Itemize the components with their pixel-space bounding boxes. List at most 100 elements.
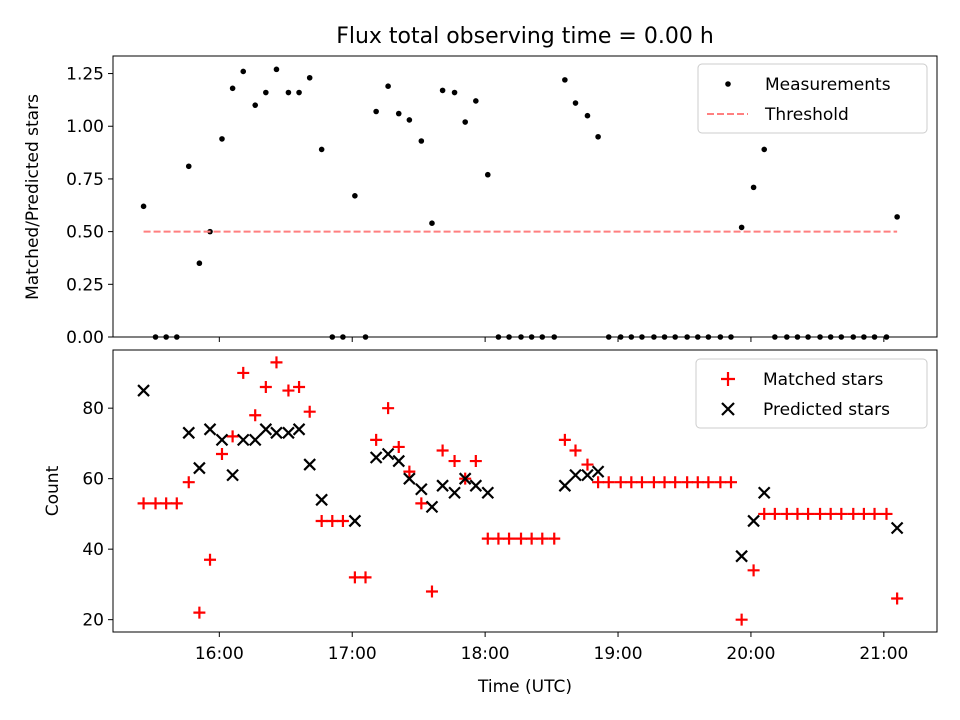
measurement-point (252, 102, 259, 108)
matched-point (415, 497, 428, 510)
matched-point (647, 476, 660, 489)
matched-point (614, 476, 627, 489)
measurement-point (738, 224, 745, 231)
measurement-point (584, 112, 591, 119)
predicted-point (303, 458, 316, 471)
matched-point (249, 409, 262, 422)
matched-point (193, 606, 206, 619)
matched-point (359, 571, 372, 584)
legend-matched-marker (721, 372, 735, 386)
matched-point (448, 455, 461, 468)
matched-point (847, 507, 860, 520)
matched-point (348, 571, 361, 584)
measurement-point (894, 214, 900, 220)
matched-point (336, 514, 349, 527)
matched-point (326, 514, 339, 527)
predicted-point (137, 384, 150, 397)
matched-point (282, 384, 295, 397)
measurement-point (429, 220, 435, 226)
measurement-point (462, 119, 468, 125)
bottom-legend: Matched stars Predicted stars (695, 358, 928, 429)
measurement-point (595, 133, 601, 140)
matched-point (725, 476, 737, 489)
measurement-point (406, 117, 413, 123)
predicted-point (425, 500, 439, 514)
predicted-point (481, 486, 495, 500)
matched-point (747, 564, 760, 577)
matched-point (215, 447, 228, 460)
y-tick-label: 0.75 (66, 170, 104, 190)
matched-point (370, 433, 383, 446)
measurement-point (140, 203, 147, 210)
matched-point (669, 476, 682, 489)
measurement-point (418, 138, 425, 144)
predicted-point (403, 472, 416, 485)
matched-point (525, 532, 538, 545)
predicted-point (215, 433, 229, 447)
matched-point (137, 497, 150, 510)
measurement-point (373, 108, 379, 115)
matched-point (259, 381, 272, 394)
top-x-axis (218, 337, 885, 342)
matched-point (536, 532, 549, 545)
measurement-point (385, 83, 391, 90)
matched-point (880, 507, 893, 520)
legend-threshold-label: Threshold (764, 105, 849, 125)
matched-point (868, 507, 881, 520)
legend-measurements-label: Measurements (765, 75, 891, 95)
measurement-point (439, 87, 446, 94)
predicted-point (448, 486, 461, 500)
matched-point (160, 497, 173, 510)
x-tick-label: 19:00 (594, 644, 643, 664)
matched-point (548, 532, 561, 545)
bottom-axes-frame (112, 349, 938, 633)
predicted-point (292, 423, 306, 436)
matched-point (382, 402, 395, 415)
bottom-plot-marks (137, 356, 904, 626)
matched-point (857, 507, 870, 520)
predicted-point (282, 426, 295, 440)
y-tick-label: 0.00 (66, 328, 104, 348)
legend-predicted-label: Predicted stars (763, 400, 890, 420)
measurement-point (572, 100, 579, 106)
measurement-point (219, 136, 225, 142)
matched-point (758, 507, 771, 520)
legend-predicted-marker (721, 402, 735, 416)
predicted-point (569, 468, 582, 482)
measurement-point (229, 85, 236, 92)
predicted-point (203, 423, 217, 436)
predicted-point (747, 514, 760, 528)
predicted-point (259, 423, 273, 436)
matched-point (735, 613, 748, 626)
matched-point (569, 444, 582, 457)
measurement-point (296, 89, 302, 96)
measurement-point (273, 66, 280, 73)
predicted-point (735, 549, 748, 563)
predicted-point (458, 472, 472, 485)
chart-title: Flux total observing time = 0.00 h (336, 24, 714, 49)
matched-point (315, 514, 328, 527)
x-tick-label: 16:00 (195, 644, 244, 664)
predicted-point (581, 468, 594, 482)
matched-point (503, 532, 516, 545)
matched-point (515, 532, 528, 545)
predicted-point (226, 468, 239, 482)
bottom-legend-box (695, 358, 928, 429)
matched-point (392, 440, 405, 453)
matched-point (691, 476, 704, 489)
y-tick-label: 60 (82, 470, 104, 490)
legend-measurements-marker (725, 81, 731, 87)
matched-point (170, 497, 183, 510)
measurement-point (352, 192, 358, 199)
legend-matched-label: Matched stars (763, 370, 883, 390)
top-y-axis-label: Matched/Predicted stars (23, 94, 43, 300)
bottom-x-axis: 16:00 17:00 18:00 19:00 20:00 21:00 (195, 632, 908, 664)
y-tick-label: 40 (82, 540, 104, 560)
matched-point (303, 405, 316, 418)
x-tick-label: 17:00 (328, 644, 377, 664)
matched-point (625, 476, 638, 489)
matched-point (768, 507, 781, 520)
measurement-point (395, 110, 402, 117)
matched-point (270, 356, 283, 369)
y-tick-label: 80 (82, 399, 104, 419)
